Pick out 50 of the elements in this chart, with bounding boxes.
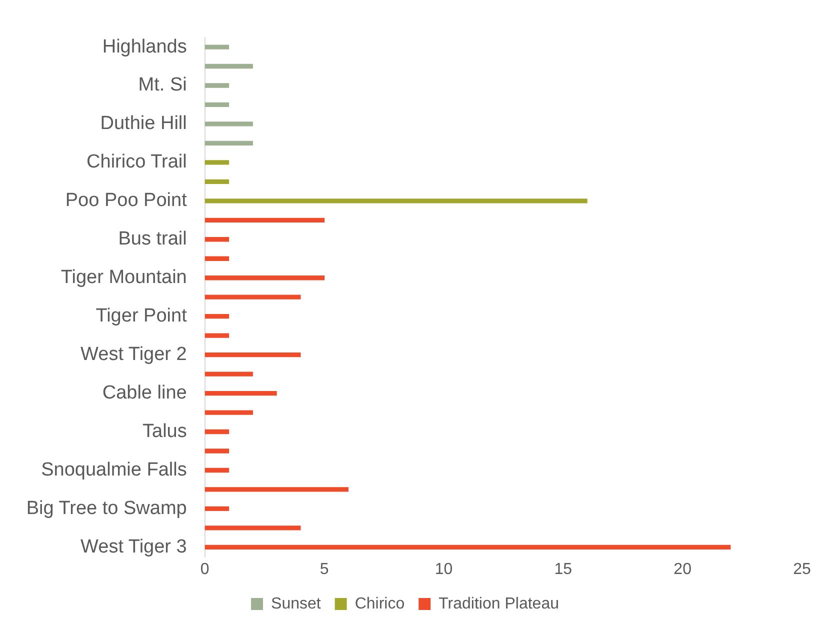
y-tick-label: Tiger Point [96, 306, 188, 327]
y-tick-label: Chirico Trail [86, 152, 187, 173]
x-tick-label: 20 [674, 560, 692, 578]
bar [204, 372, 253, 376]
bar [204, 256, 230, 261]
bar [204, 276, 325, 280]
y-tick-label: Big Tree to Swamp [26, 498, 187, 519]
bar [204, 179, 230, 184]
x-tick-label: 10 [434, 560, 453, 578]
y-tick-label: Mt. Si [138, 74, 187, 96]
bar [204, 160, 230, 165]
bar [204, 198, 588, 204]
x-tick-label: 25 [793, 560, 811, 578]
bar [204, 333, 230, 338]
bar [204, 429, 230, 434]
bar [204, 218, 325, 222]
y-tick-label: West Tiger 2 [80, 344, 187, 366]
bar [204, 487, 349, 492]
y-tick-label: Snoqualmie Falls [41, 459, 187, 480]
legend-label: Sunset [271, 595, 322, 612]
y-tick-label: Bus trail [118, 228, 187, 250]
bar [204, 410, 253, 415]
y-tick-label: West Tiger 3 [80, 536, 187, 558]
bar [204, 506, 230, 512]
y-tick-label: Tiger Mountain [60, 267, 187, 288]
bar [204, 122, 253, 126]
bar [204, 237, 230, 242]
bar [204, 64, 253, 69]
legend-label: Chirico [354, 595, 405, 612]
x-tick-label: 5 [320, 560, 329, 578]
y-tick-label: Talus [142, 420, 187, 442]
bar [204, 448, 230, 454]
y-tick-label: Highlands [102, 36, 187, 58]
bar [204, 294, 301, 300]
bar [204, 544, 731, 550]
bar [204, 468, 230, 473]
x-tick-label: 0 [200, 560, 210, 578]
y-tick-label: Poo Poo Point [65, 190, 188, 212]
bar [204, 102, 230, 108]
bar [204, 44, 230, 50]
bar [204, 526, 301, 530]
y-tick-label: Duthie Hill [100, 113, 187, 134]
bar [204, 314, 230, 319]
bar [204, 352, 301, 358]
x-tick-label: 15 [554, 560, 572, 578]
bar [204, 140, 253, 146]
y-tick-label: Cable line [102, 382, 187, 404]
legend-label: Tradition Plateau [438, 595, 559, 612]
bar [204, 390, 277, 396]
bar [204, 83, 230, 88]
